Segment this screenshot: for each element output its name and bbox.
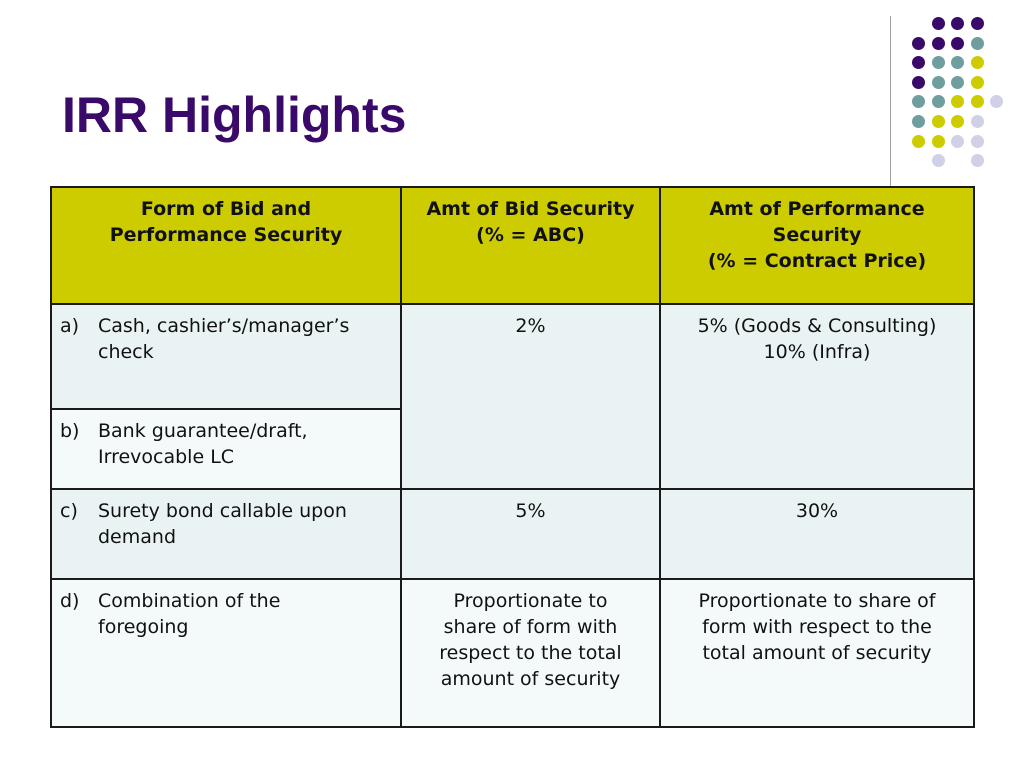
decorative-dot xyxy=(970,75,984,89)
decorative-dot xyxy=(912,95,925,109)
form-cell: c) Surety bond callable upon demand xyxy=(50,488,402,580)
decorative-dot xyxy=(931,56,945,70)
decorative-dot xyxy=(912,115,925,128)
decorative-dot xyxy=(990,95,1004,109)
decorative-dot xyxy=(951,36,965,50)
row-label: b) xyxy=(60,420,80,442)
security-table: Form of Bid and Performance Security Amt… xyxy=(50,186,975,728)
decorative-dot xyxy=(951,95,965,109)
header-bid-security: Amt of Bid Security (% = ABC) xyxy=(400,186,661,305)
decorative-dot xyxy=(970,17,984,30)
decorative-dot xyxy=(970,154,984,168)
decorative-dot xyxy=(931,154,945,168)
row-label: d) xyxy=(60,590,80,612)
form-cell: a) Cash, cashier’s/manager’s check xyxy=(50,303,402,410)
table-row: c) Surety bond callable upon demand 5% 3… xyxy=(50,488,975,580)
decorative-dot xyxy=(970,134,984,148)
decorative-dot xyxy=(931,75,945,89)
form-cell: d) Combination of the foregoing xyxy=(50,578,402,728)
divider-line xyxy=(890,16,891,188)
decorative-dot xyxy=(931,115,945,128)
decorative-dot xyxy=(912,36,925,50)
table-header-row: Form of Bid and Performance Security Amt… xyxy=(50,186,975,305)
decorative-dot xyxy=(951,17,965,30)
bid-security-cell: 5% xyxy=(400,488,661,580)
decorative-dot xyxy=(951,115,965,128)
performance-security-cell: 5% (Goods & Consulting) 10% (Infra) xyxy=(659,303,975,490)
decorative-dot xyxy=(970,115,984,128)
decorative-dot xyxy=(931,17,945,30)
decorative-dot xyxy=(931,95,945,109)
row-label: c) xyxy=(60,500,78,522)
decorative-dot xyxy=(970,36,984,50)
decorative-dot xyxy=(970,56,984,70)
form-cell: b) Bank guarantee/draft, Irrevocable LC xyxy=(50,408,402,490)
bid-security-cell: 2% xyxy=(400,303,661,490)
performance-security-cell: 30% xyxy=(659,488,975,580)
decorative-dot xyxy=(912,56,925,70)
table-row: a) Cash, cashier’s/manager’s check 2% 5%… xyxy=(50,303,975,490)
decorative-dot xyxy=(912,134,925,148)
row-label: a) xyxy=(60,315,80,337)
decorative-dot xyxy=(951,75,965,89)
table-row: d) Combination of the foregoing Proporti… xyxy=(50,578,975,728)
decorative-dot xyxy=(931,134,945,148)
bid-security-cell: Proportionate to share of form with resp… xyxy=(400,578,661,728)
header-performance-security: Amt of Performance Security (% = Contrac… xyxy=(659,186,975,305)
decorative-dot xyxy=(912,75,925,89)
decorative-dot xyxy=(951,134,965,148)
decorative-dot xyxy=(970,95,984,109)
table-row: b) Bank guarantee/draft, Irrevocable LC xyxy=(50,408,974,490)
slide-title: IRR Highlights xyxy=(62,87,407,143)
decorative-dot xyxy=(931,36,945,50)
decorative-dot xyxy=(951,56,965,70)
header-form: Form of Bid and Performance Security xyxy=(50,186,402,305)
performance-security-cell: Proportionate to share of form with resp… xyxy=(659,578,975,728)
